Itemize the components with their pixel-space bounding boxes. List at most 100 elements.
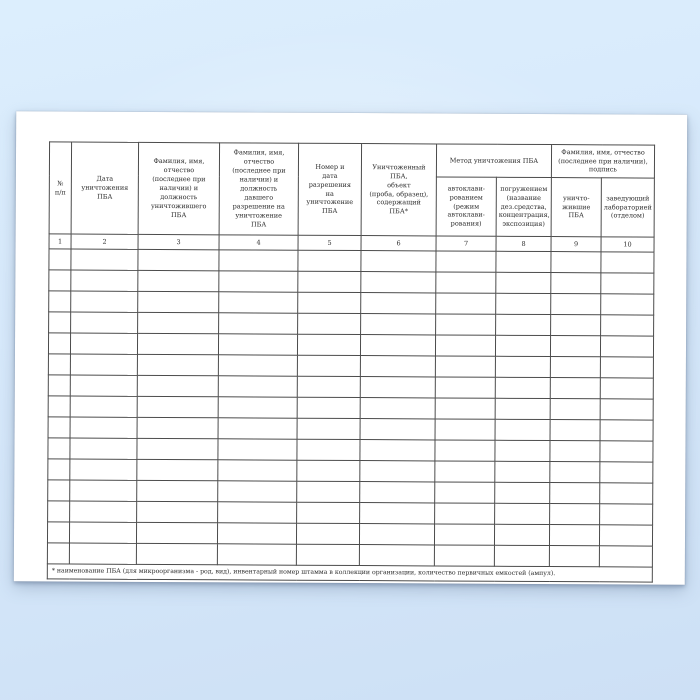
empty-cell: [48, 290, 71, 313]
empty-cell: [69, 543, 137, 565]
empty-cell: [137, 249, 220, 271]
empty-cell: [360, 313, 436, 335]
empty-cell: [495, 314, 551, 336]
empty-cell: [550, 356, 601, 378]
empty-cell: [360, 250, 437, 272]
footnote-row: * наименование ПБА (для микроорганизма -…: [47, 563, 653, 583]
column-number-cell: 4: [219, 234, 299, 251]
empty-cell: [70, 417, 138, 439]
empty-cell: [69, 522, 137, 544]
empty-cell: [297, 313, 361, 335]
empty-cell: [360, 376, 436, 398]
empty-cell: [69, 480, 137, 502]
empty-cell: [495, 293, 551, 315]
empty-cell: [48, 269, 71, 292]
empty-cell: [47, 458, 70, 481]
empty-cell: [495, 377, 551, 399]
empty-cell: [70, 291, 138, 313]
empty-cell: [136, 522, 218, 544]
column-number-cell: 7: [436, 235, 497, 252]
empty-cell: [48, 248, 72, 271]
empty-cell: [600, 398, 654, 421]
empty-cell: [217, 522, 297, 545]
empty-cell: [217, 459, 297, 482]
empty-cell: [360, 271, 436, 293]
empty-cell: [495, 356, 551, 378]
column-number-cell: 5: [298, 235, 362, 251]
empty-cell: [48, 395, 71, 418]
empty-cell: [297, 418, 361, 440]
destruction-log-table: № п/п Дата уничтожения ПБА Фамилия, имя,…: [47, 141, 655, 583]
empty-cell: [495, 251, 552, 273]
empty-cell: [137, 354, 219, 376]
empty-cell: [359, 523, 435, 545]
empty-cell: [599, 524, 653, 547]
empty-cell: [218, 249, 299, 272]
empty-cell: [296, 439, 361, 461]
col-header-date: Дата уничтожения ПБА: [71, 142, 139, 235]
empty-cell: [70, 333, 138, 355]
empty-cell: [360, 334, 436, 356]
col-header-permit: Номер и дата разрешения на уничтожение П…: [298, 143, 362, 236]
empty-cell: [217, 501, 297, 524]
empty-cell: [137, 417, 219, 439]
empty-cell: [217, 543, 297, 566]
empty-cell: [360, 418, 436, 440]
empty-cell: [435, 355, 496, 378]
empty-cell: [550, 398, 601, 420]
empty-cell: [600, 419, 654, 442]
empty-cell: [360, 355, 436, 377]
column-number-cell: 3: [138, 234, 220, 250]
empty-cell: [359, 481, 435, 503]
empty-cell: [434, 439, 496, 462]
empty-cell: [136, 438, 219, 460]
empty-cell: [359, 502, 435, 524]
column-number-cell: 2: [71, 234, 139, 250]
empty-cell: [435, 271, 496, 294]
empty-cell: [218, 291, 298, 314]
empty-cell: [550, 272, 601, 294]
column-number-cell: 6: [361, 235, 437, 251]
empty-cell: [495, 419, 551, 441]
empty-cell: [600, 251, 655, 274]
empty-cell: [550, 314, 601, 336]
group-header-method: Метод уничтожения ПБА: [436, 143, 552, 178]
empty-cell: [600, 293, 654, 316]
empty-cell: [70, 249, 139, 271]
empty-cell: [549, 503, 600, 525]
empty-cell: [550, 251, 602, 273]
col-header-number: № п/п: [49, 141, 72, 235]
empty-cell: [70, 312, 138, 334]
empty-cell: [136, 459, 218, 481]
empty-cell: [550, 335, 601, 357]
empty-cell: [495, 335, 551, 357]
empty-cell: [217, 480, 297, 503]
col-header-destroyed-by: уничто- жившие ПБА: [551, 177, 602, 237]
empty-cell: [296, 544, 360, 566]
empty-cell: [297, 376, 361, 398]
empty-cell: [600, 314, 654, 337]
empty-cell: [70, 270, 138, 292]
col-header-autoclave: автоклави- рованием (режим автоклави- ро…: [436, 176, 497, 237]
empty-cell: [69, 438, 138, 460]
empty-cell: [69, 459, 137, 481]
empty-cell: [495, 272, 551, 294]
empty-cell: [48, 416, 71, 439]
empty-cell: [435, 292, 496, 315]
empty-cell: [599, 440, 654, 463]
empty-cell: [600, 335, 654, 358]
empty-cell: [494, 482, 550, 504]
empty-cell: [137, 396, 219, 418]
empty-cell: [549, 524, 600, 546]
empty-cell: [494, 545, 550, 567]
empty-cell: [549, 545, 600, 567]
empty-cell: [494, 524, 550, 546]
empty-cell: [434, 502, 495, 525]
col-header-authorizer: Фамилия, имя, отчество (последнее при на…: [219, 142, 299, 236]
empty-cell: [599, 482, 653, 505]
col-header-lab-head: заведующий лабораторией (отделом): [601, 177, 655, 238]
empty-cell: [494, 440, 551, 462]
empty-cell: [434, 481, 495, 504]
empty-cell: [434, 544, 495, 567]
empty-cell: [296, 523, 360, 545]
